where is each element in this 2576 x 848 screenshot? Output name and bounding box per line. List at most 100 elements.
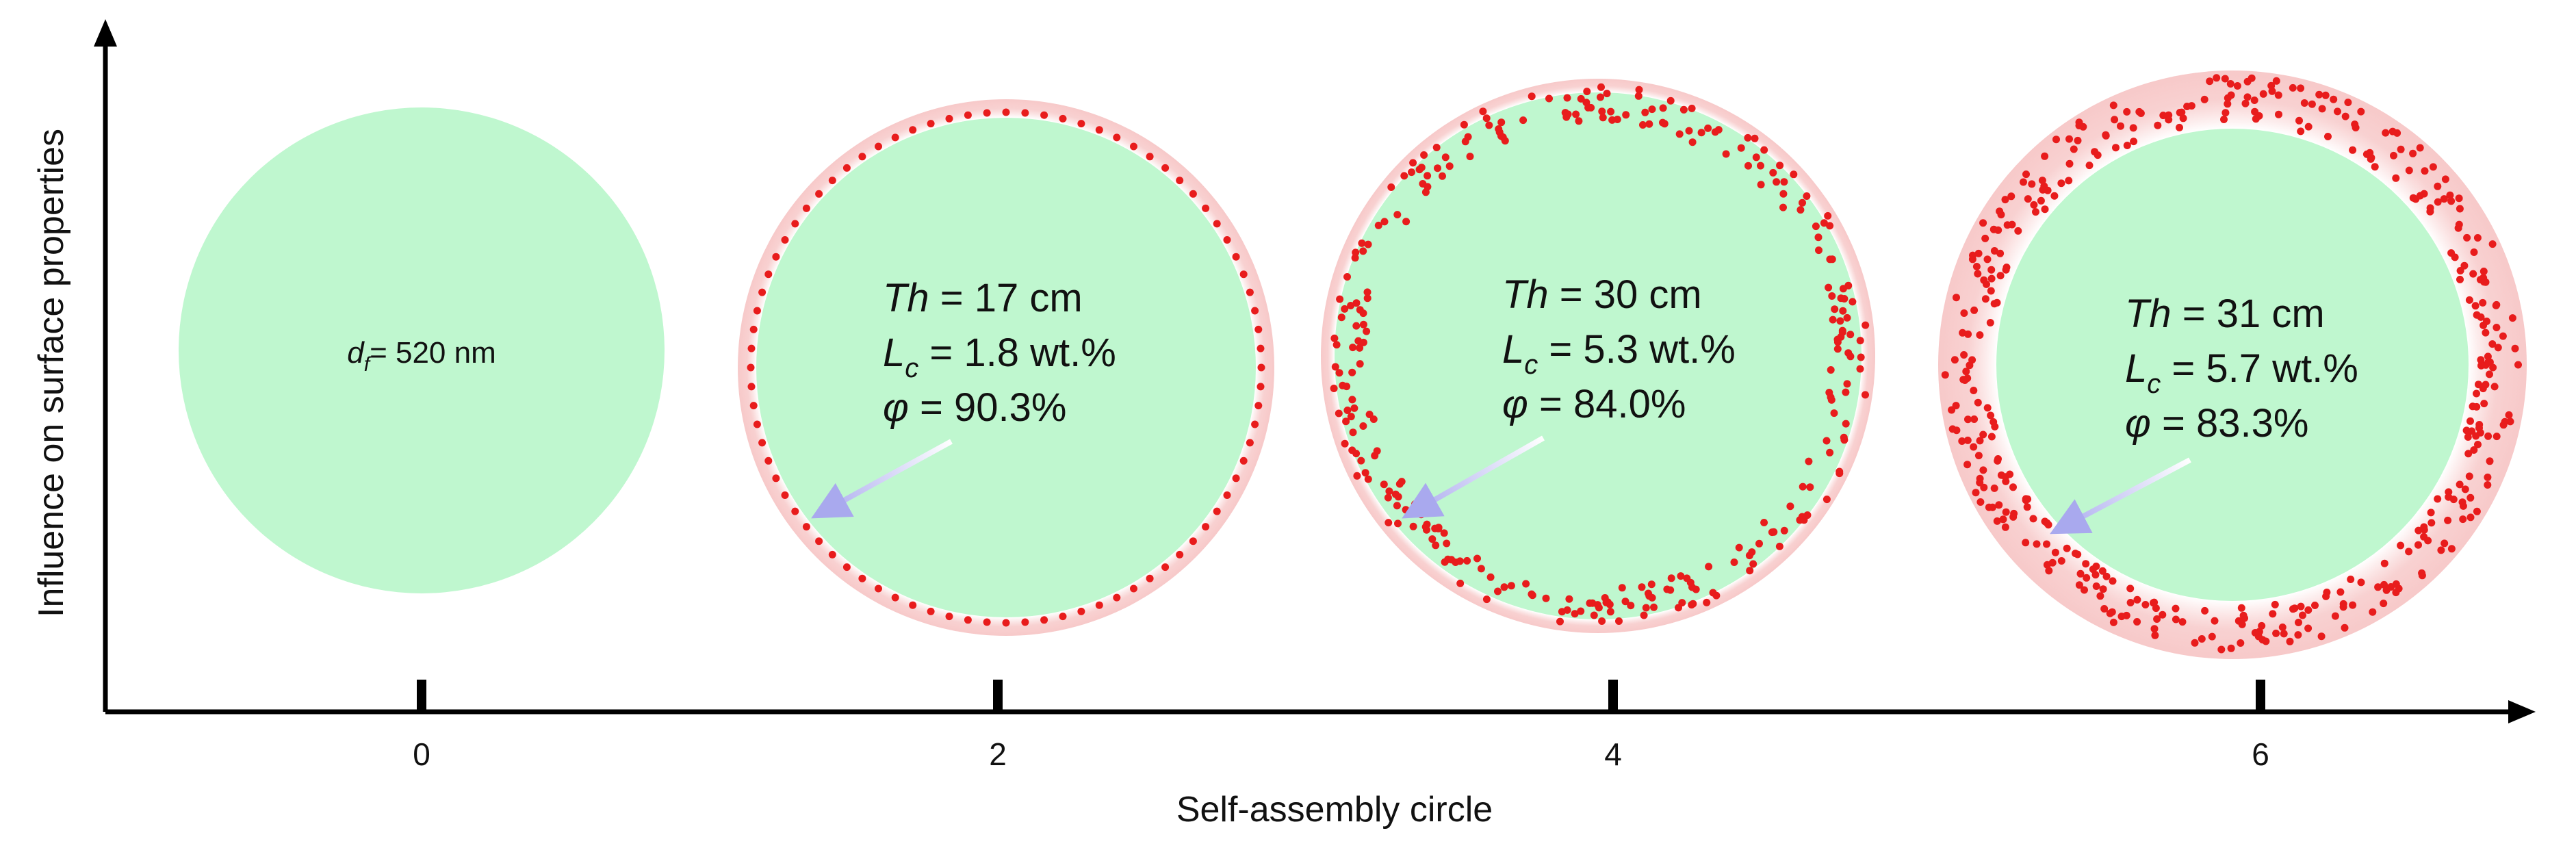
particle (1213, 220, 1221, 228)
particle (2459, 515, 2467, 524)
particle (2269, 610, 2277, 618)
particle (1970, 387, 1978, 394)
annotation-value: = 90.3% (909, 385, 1067, 430)
particle (1635, 86, 1643, 94)
particle (1704, 124, 1712, 132)
particle (2172, 604, 2180, 613)
particle (1335, 369, 1343, 377)
particle (1528, 590, 1536, 598)
particle (2259, 90, 2267, 98)
particle (1996, 249, 2005, 257)
particle (2474, 441, 2482, 448)
particle (1976, 478, 1984, 487)
particle (1350, 404, 1358, 412)
particle (1232, 253, 1240, 261)
particle (2122, 611, 2130, 619)
particle (2050, 192, 2059, 200)
fiber-core (1335, 92, 1862, 619)
particle (1400, 172, 1408, 180)
particle (2074, 136, 2082, 144)
particle (2123, 142, 2131, 149)
annotation-value: = 1.8 wt.% (918, 331, 1116, 375)
particle (2211, 617, 2219, 625)
particle (1059, 613, 1067, 621)
particle (1176, 550, 1184, 558)
particle (1836, 470, 1844, 478)
particle (1424, 172, 1432, 180)
particle (2271, 600, 2279, 608)
particle (1722, 150, 1730, 158)
annotation-value: = 83.3% (2151, 401, 2309, 446)
particle (1385, 487, 1393, 496)
particle (2449, 496, 2458, 504)
particle (2150, 598, 2159, 606)
particle (828, 177, 836, 185)
particle (1799, 483, 1807, 491)
particle (1572, 110, 1580, 118)
x-tick-label: 6 (2252, 736, 2269, 772)
particle (1423, 526, 1430, 534)
particle (2172, 615, 2180, 624)
particle (1737, 144, 1745, 152)
particle (2392, 580, 2400, 588)
particle (2334, 107, 2341, 116)
particle (2029, 515, 2037, 523)
particle (1393, 211, 1402, 219)
particle (1351, 254, 1359, 262)
particle (2033, 540, 2041, 548)
particle (1822, 437, 1831, 445)
particle (772, 474, 780, 483)
particle (2499, 332, 2507, 340)
particle (2041, 205, 2049, 214)
particle (1974, 249, 1983, 257)
particle (2048, 558, 2057, 567)
particle-layer (1941, 74, 2522, 654)
particle (1575, 117, 1583, 125)
particle (2473, 507, 2481, 515)
annotation-subscript: c (1524, 350, 1538, 380)
particle (858, 153, 866, 161)
particle (2480, 278, 2488, 286)
particle (747, 363, 755, 372)
particle (1786, 502, 1794, 511)
particle (2366, 149, 2374, 157)
particle (2460, 261, 2469, 270)
particle (2001, 196, 2009, 204)
particle (2102, 572, 2111, 580)
particle (2099, 585, 2107, 593)
particle (2479, 385, 2487, 393)
particle (1349, 344, 1357, 352)
particle (758, 439, 767, 447)
particle (1394, 519, 1402, 528)
particle (2414, 541, 2422, 549)
particle (2111, 116, 2119, 124)
particle (747, 344, 756, 352)
particle (2380, 600, 2388, 608)
particle (758, 288, 767, 296)
particle (1593, 601, 1601, 609)
particle (1223, 491, 1231, 499)
particle (2092, 563, 2100, 570)
particle (1735, 543, 1743, 552)
particle (1779, 203, 1787, 211)
particle (2297, 127, 2305, 136)
particle (1974, 452, 1983, 460)
particle (1842, 420, 1850, 428)
particle (1827, 393, 1835, 401)
annotation-line: df= 520 nm (347, 336, 496, 376)
particle (2349, 601, 2357, 609)
particle (2237, 639, 2245, 647)
particle (2297, 84, 2305, 92)
particle (1246, 439, 1254, 447)
particle (1775, 542, 1783, 550)
particle (2213, 74, 2221, 82)
particle (2043, 519, 2051, 527)
particle (1744, 162, 1752, 170)
particle (2227, 91, 2235, 99)
particle (802, 204, 810, 212)
particle (2470, 446, 2478, 454)
particle (1857, 353, 1865, 361)
particle (2357, 107, 2365, 116)
particle (1189, 190, 1197, 198)
particle (1776, 162, 1784, 170)
